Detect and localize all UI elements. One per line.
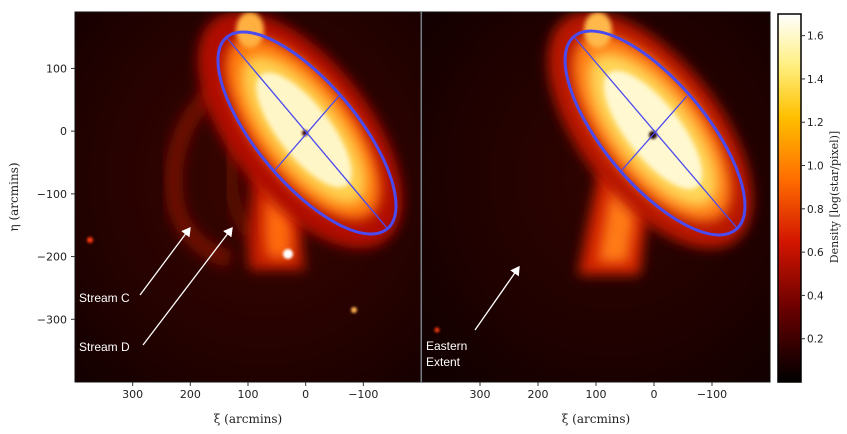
x-axis-left: 300 200 100 0 −100 xyxy=(122,382,378,401)
x-tick-label: 200 xyxy=(180,388,201,401)
colorbar: 0.2 0.4 0.6 0.8 1.0 1.2 1.4 1.6 Density [log(st… xyxy=(777,13,841,383)
colorbar-tick-label: 0.8 xyxy=(807,204,824,216)
y-tick-label: −200 xyxy=(37,251,67,264)
satellite-source-2 xyxy=(351,307,357,313)
disk-ellipse-right xyxy=(563,29,747,237)
x-tick-label: 100 xyxy=(586,388,607,401)
colorbar-tick-label: 1.2 xyxy=(807,117,824,129)
y-tick-label: −300 xyxy=(37,313,67,326)
colorbar-tick-label: 1.6 xyxy=(807,31,824,43)
eastern-extent-arrow xyxy=(474,265,520,331)
satellite-source-1 xyxy=(283,249,293,259)
x-tick-label: −100 xyxy=(697,388,727,401)
colorbar-tick-label: 0.6 xyxy=(807,247,824,259)
x-tick-label: 0 xyxy=(302,388,309,401)
x-axis-right: 300 200 100 0 −100 xyxy=(470,382,727,401)
colorbar-label: Density [log(star/pixel)] xyxy=(828,131,841,263)
colorbar-tick-label: 0.2 xyxy=(807,334,824,346)
x-tick-label: 300 xyxy=(122,388,143,401)
x-tick-label: 100 xyxy=(238,388,259,401)
colorbar-tick-label: 1.0 xyxy=(807,161,824,173)
disk-ellipse-left xyxy=(216,30,398,236)
right-panel: Eastern Extent xyxy=(421,11,771,383)
y-tick-label: −100 xyxy=(37,188,67,201)
northern-knob-left xyxy=(236,12,264,48)
satellite-source-3 xyxy=(87,237,93,243)
x-axis-label-left: ξ (arcmins) xyxy=(214,412,283,426)
y-tick-label: 0 xyxy=(60,125,67,138)
major-axis-right xyxy=(574,37,738,229)
stream-d-arrow xyxy=(142,226,233,346)
eastern-extent-label-2: Extent xyxy=(426,355,461,369)
northern-knob-right xyxy=(584,12,612,48)
left-panel: Stream C Stream D xyxy=(74,11,422,383)
stream-c-label: Stream C xyxy=(79,291,130,305)
x-tick-label: 0 xyxy=(651,388,658,401)
y-tick-label: 100 xyxy=(46,62,67,75)
x-tick-label: −100 xyxy=(348,388,378,401)
minor-axis-right xyxy=(621,95,688,171)
colorbar-tick-label: 0.4 xyxy=(807,290,824,302)
x-tick-label: 200 xyxy=(528,388,549,401)
colorbar-tick-label: 1.4 xyxy=(807,74,824,86)
stream-c-arrow xyxy=(139,226,191,296)
eastern-extent-label-1: Eastern xyxy=(426,339,467,353)
x-tick-label: 300 xyxy=(470,388,491,401)
y-axis-label: η (arcmins) xyxy=(7,162,21,231)
minor-axis-left xyxy=(274,95,340,171)
colorbar-gradient xyxy=(777,13,802,383)
satellite-source-4 xyxy=(434,327,440,333)
x-axis-label-right: ξ (arcmins) xyxy=(562,412,631,426)
y-axis-left: 100 0 −100 −200 −300 η (arcmins) xyxy=(7,62,75,326)
stream-c-structure xyxy=(164,83,234,269)
stream-d-label: Stream D xyxy=(79,340,130,354)
